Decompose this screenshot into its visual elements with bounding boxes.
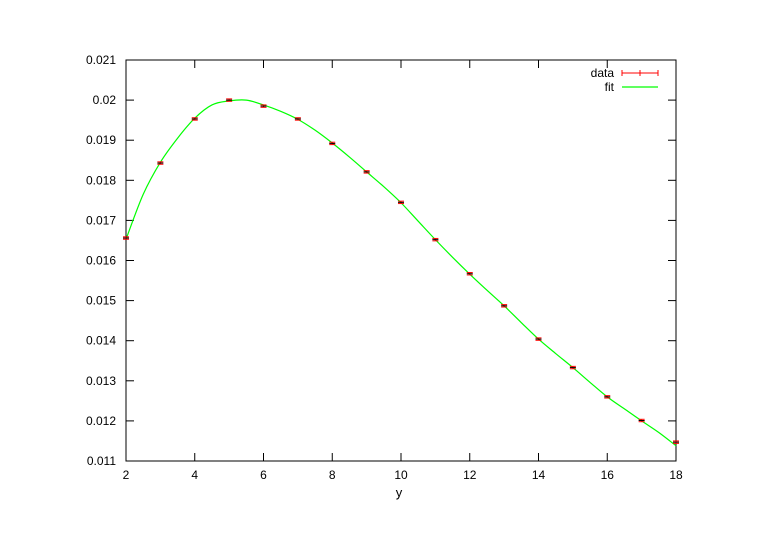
y-tick-label: 0.011 xyxy=(87,454,116,468)
x-tick-label: 10 xyxy=(394,468,408,482)
data-point xyxy=(569,365,576,370)
y-tick-label: 0.012 xyxy=(86,414,116,428)
data-series xyxy=(123,98,679,444)
data-point xyxy=(501,304,508,308)
data-point xyxy=(604,395,611,399)
x-tick-label: 6 xyxy=(260,468,267,482)
data-point xyxy=(673,440,679,444)
y-tick-label: 0.013 xyxy=(86,374,116,388)
y-tick-label: 0.021 xyxy=(86,53,116,67)
data-point xyxy=(260,104,267,108)
data-point xyxy=(466,272,473,276)
y-tick-label: 0.014 xyxy=(86,334,116,348)
x-tick-label: 4 xyxy=(191,468,198,482)
y-tick-label: 0.019 xyxy=(86,133,116,147)
data-point xyxy=(123,236,129,240)
data-point xyxy=(329,141,336,146)
data-point xyxy=(191,117,198,121)
x-axis-ticks: 2 4 6 8 10 12 14 16 18 xyxy=(123,60,683,482)
y-tick-label: 0.018 xyxy=(86,173,116,187)
fit-line xyxy=(125,99,677,447)
y-tick-label: 0.015 xyxy=(86,294,116,308)
data-point xyxy=(535,337,542,341)
x-axis-label: y xyxy=(396,485,403,500)
data-point xyxy=(226,98,233,102)
y-tick-label: 0.016 xyxy=(86,254,116,268)
legend-label-data: data xyxy=(591,66,615,80)
x-tick-label: 16 xyxy=(601,468,615,482)
x-tick-label: 8 xyxy=(329,468,336,482)
x-tick-label: 14 xyxy=(532,468,546,482)
x-tick-label: 2 xyxy=(123,468,130,482)
data-point xyxy=(638,418,645,423)
x-tick-label: 12 xyxy=(463,468,477,482)
data-point xyxy=(157,161,164,165)
y-tick-label: 0.02 xyxy=(93,93,117,107)
data-point xyxy=(294,117,301,121)
plot-frame xyxy=(125,59,677,462)
data-point xyxy=(398,200,404,205)
x-tick-label: 18 xyxy=(669,468,683,482)
y-axis-ticks: 0.011 0.012 0.013 0.014 0.015 0.016 0.017 0.018… xyxy=(86,53,676,468)
fit-series xyxy=(125,99,677,447)
data-point xyxy=(432,237,439,242)
y-tick-label: 0.017 xyxy=(86,213,116,227)
data-point xyxy=(363,170,370,174)
legend-label-fit: fit xyxy=(605,80,615,94)
